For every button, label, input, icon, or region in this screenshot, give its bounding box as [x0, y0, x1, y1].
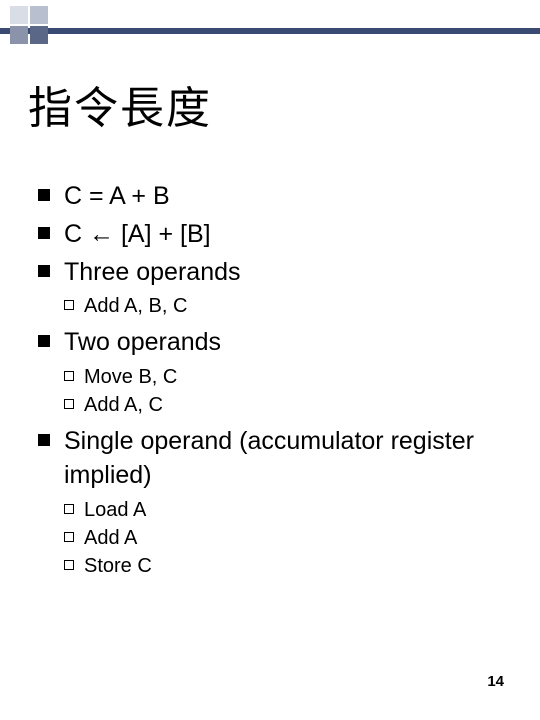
hollow-square-bullet-icon — [64, 399, 74, 409]
bullet-level2: Add A, C — [64, 392, 510, 419]
slide-title: 指令長度 — [28, 72, 212, 136]
square-bullet-icon — [38, 227, 50, 239]
bullet-level2-group: Move B, CAdd A, C — [64, 364, 510, 419]
hollow-square-bullet-icon — [64, 560, 74, 570]
bullet-level1: Single operand (accumulator register imp… — [38, 425, 510, 493]
bullet-level1: Two operands — [38, 326, 510, 360]
bullet-level2-text: Add A, C — [84, 392, 163, 419]
square-bullet-icon — [38, 434, 50, 446]
bullet-level1-text: Three operands — [64, 256, 241, 290]
bullet-level2-text: Add A, B, C — [84, 293, 187, 320]
bullet-level2-group: Load AAdd AStore C — [64, 497, 510, 580]
square-bullet-icon — [38, 189, 50, 201]
bullet-level2: Store C — [64, 553, 510, 580]
decoration-square — [10, 26, 28, 44]
page-number: 14 — [487, 673, 504, 690]
decoration-square — [30, 26, 48, 44]
bullet-level2: Move B, C — [64, 364, 510, 391]
decoration-square — [30, 6, 48, 24]
bullet-level2-text: Move B, C — [84, 364, 177, 391]
bullet-level2-text: Load A — [84, 497, 146, 524]
square-bullet-icon — [38, 265, 50, 277]
bullet-level2: Add A — [64, 525, 510, 552]
decoration-bar — [0, 28, 540, 34]
bullet-level1-text: C ← [A] + [B] — [64, 218, 211, 252]
bullet-level1: Three operands — [38, 256, 510, 290]
bullet-level2: Load A — [64, 497, 510, 524]
slide-top-decoration — [0, 0, 540, 40]
hollow-square-bullet-icon — [64, 371, 74, 381]
bullet-level1-text: C = A + B — [64, 180, 170, 214]
bullet-level2-group: Add A, B, C — [64, 293, 510, 320]
hollow-square-bullet-icon — [64, 532, 74, 542]
bullet-level1: C ← [A] + [B] — [38, 218, 510, 252]
bullet-level2: Add A, B, C — [64, 293, 510, 320]
bullet-level2-text: Add A — [84, 525, 137, 552]
bullet-level2-text: Store C — [84, 553, 152, 580]
square-bullet-icon — [38, 335, 50, 347]
bullet-level1: C = A + B — [38, 180, 510, 214]
decoration-square — [10, 6, 28, 24]
slide-content: C = A + B C ← [A] + [B] Three operands Add … — [38, 180, 510, 586]
hollow-square-bullet-icon — [64, 504, 74, 514]
bullet-level1-text: Single operand (accumulator register imp… — [64, 425, 510, 493]
bullet-level1-text: Two operands — [64, 326, 221, 360]
hollow-square-bullet-icon — [64, 300, 74, 310]
